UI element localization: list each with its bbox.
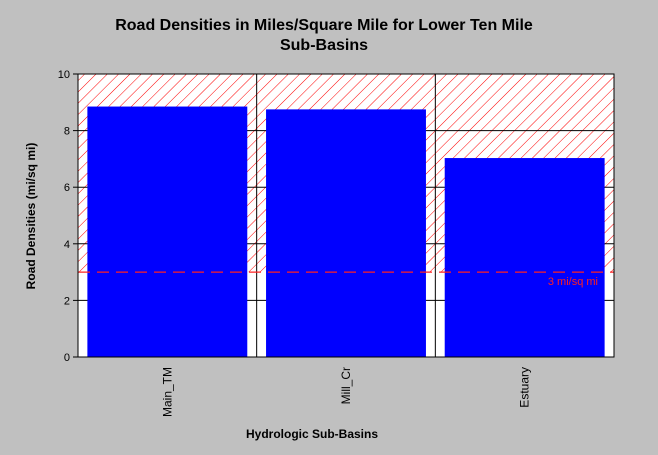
plot-area: 3 mi/sq mi 0 2 4 6 8 10 Main_TM Mill_Cr Estuary — [58, 69, 615, 417]
bar-mill-cr — [266, 109, 426, 357]
y-axis-title: Road Densities (mi/sq mi) — [24, 143, 38, 290]
bar-main-tm — [87, 106, 248, 357]
bar-estuary — [444, 158, 605, 357]
threshold-label: 3 mi/sq mi — [548, 276, 598, 288]
chart-title: Road Densities in Miles/Square Mile for … — [115, 17, 533, 34]
plot-border — [77, 73, 615, 358]
y-tick-label: 6 — [64, 182, 70, 194]
x-category-label: Mill_Cr — [339, 367, 353, 404]
y-tick-label: 0 — [64, 352, 70, 364]
chart-subtitle: Sub-Basins — [280, 37, 368, 54]
y-tick-label: 8 — [64, 126, 70, 138]
y-tick-label: 2 — [64, 295, 70, 307]
x-axis-title: Hydrologic Sub-Basins — [246, 427, 378, 441]
x-category-label: Estuary — [518, 367, 532, 408]
y-tick-label: 10 — [58, 69, 70, 81]
y-tick-label: 4 — [64, 239, 70, 251]
x-category-label: Main_TM — [160, 367, 174, 417]
